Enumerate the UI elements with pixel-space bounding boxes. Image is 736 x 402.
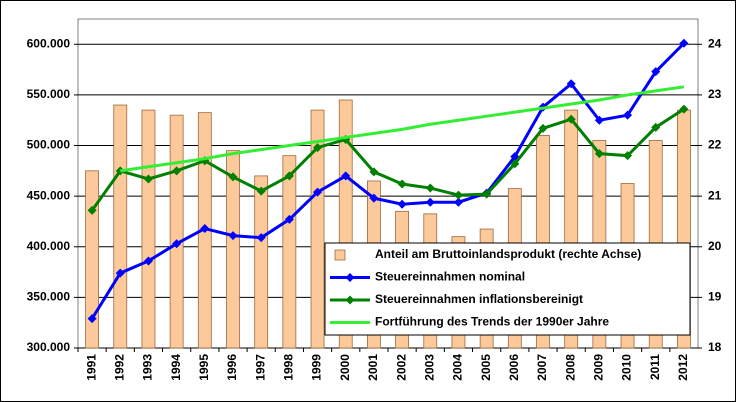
- legend-label: Steuereinnahmen inflationsbereinigt: [375, 292, 583, 306]
- marker: [87, 205, 97, 215]
- x-tick-label: 2007: [535, 354, 549, 381]
- marker: [623, 110, 633, 120]
- y-tick-label: 600.000: [27, 36, 71, 50]
- x-tick-label: 2006: [507, 354, 521, 381]
- x-tick-label: 1993: [141, 354, 155, 381]
- marker: [623, 151, 633, 161]
- y2-tick-label: 18: [708, 340, 722, 354]
- x-tick-label: 1997: [253, 354, 267, 381]
- marker: [594, 149, 604, 159]
- marker: [313, 187, 323, 197]
- bar: [113, 104, 128, 349]
- marker: [172, 166, 182, 176]
- marker: [143, 256, 153, 266]
- legend-label: Fortführung des Trends der 1990er Jahre: [375, 315, 609, 329]
- marker: [566, 114, 576, 124]
- line: [120, 85, 685, 173]
- y-tick-label: 350.000: [27, 290, 71, 304]
- marker: [651, 67, 661, 77]
- legend-marker: [345, 273, 355, 282]
- marker: [228, 172, 238, 182]
- x-tick-label: 2003: [422, 354, 436, 381]
- x-tick-label: 2009: [592, 354, 606, 381]
- y-tick-label: 550.000: [27, 87, 71, 101]
- x-tick-label: 1994: [169, 354, 183, 381]
- marker: [284, 214, 294, 224]
- marker: [284, 171, 294, 181]
- x-tick-label: 2002: [394, 354, 408, 381]
- y-tick-label: 500.000: [27, 138, 71, 152]
- marker: [679, 38, 689, 48]
- marker: [425, 197, 435, 207]
- marker: [369, 193, 379, 203]
- marker: [200, 224, 210, 234]
- marker: [538, 123, 548, 133]
- y2-tick-label: 22: [708, 138, 722, 152]
- marker: [651, 122, 661, 132]
- marker: [425, 183, 435, 193]
- marker: [679, 104, 689, 114]
- legend-label: Anteil am Bruttoinlandsprodukt (rechte A…: [375, 247, 641, 261]
- bar: [141, 109, 156, 349]
- y2-tick-label: 20: [708, 239, 722, 253]
- marker: [256, 233, 266, 243]
- marker: [594, 115, 604, 125]
- marker: [369, 167, 379, 177]
- bar: [282, 155, 297, 349]
- legend-marker: [345, 295, 355, 305]
- marker: [143, 174, 153, 184]
- marker: [256, 186, 266, 196]
- y-tick-label: 300.000: [27, 340, 71, 354]
- marker: [566, 79, 576, 89]
- legend-swatch: [334, 249, 346, 261]
- marker: [172, 239, 182, 249]
- x-tick-label: 2011: [648, 354, 662, 380]
- legend-label: Steuereinnahmen nominal: [375, 270, 525, 284]
- x-tick-label: 2000: [338, 354, 352, 381]
- legend-box: [324, 242, 691, 336]
- marker: [228, 231, 238, 241]
- x-tick-label: 1999: [310, 354, 324, 381]
- x-tick-label: 1995: [197, 354, 211, 381]
- y2-tick-label: 19: [708, 290, 722, 304]
- y2-tick-label: 24: [708, 36, 722, 50]
- marker: [397, 199, 407, 209]
- x-tick-label: 2012: [676, 354, 690, 381]
- x-tick-label: 2008: [563, 354, 577, 381]
- bar: [254, 175, 269, 349]
- x-tick-label: 1996: [225, 354, 239, 381]
- marker: [341, 171, 351, 181]
- marker: [453, 197, 463, 207]
- marker: [482, 189, 492, 199]
- marker: [453, 190, 463, 200]
- bar: [226, 150, 240, 349]
- x-tick-label: 1992: [112, 354, 126, 381]
- x-tick-label: 2004: [451, 354, 465, 381]
- y2-tick-label: 21: [708, 188, 722, 202]
- y2-tick-label: 23: [708, 87, 722, 101]
- x-tick-label: 1991: [84, 354, 98, 381]
- y-tick-label: 400.000: [27, 239, 71, 253]
- bar: [169, 114, 184, 349]
- x-tick-label: 2010: [620, 354, 634, 381]
- line: [90, 107, 685, 212]
- marker: [397, 179, 407, 189]
- x-tick-label: 1998: [282, 354, 296, 381]
- bar: [310, 109, 325, 349]
- marker: [510, 159, 520, 169]
- marker: [87, 314, 97, 324]
- bar: [85, 170, 99, 349]
- marker: [115, 268, 125, 278]
- marker: [313, 143, 323, 153]
- x-tick-label: 2001: [366, 354, 380, 381]
- y-tick-label: 450.000: [27, 188, 71, 202]
- x-tick-label: 2005: [479, 354, 493, 381]
